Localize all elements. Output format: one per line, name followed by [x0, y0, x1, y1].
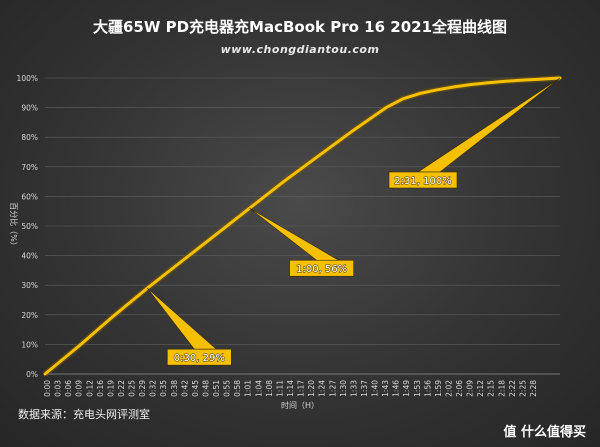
- x-tick-label: 0:48: [201, 380, 210, 397]
- data-point: [385, 107, 387, 109]
- x-tick-label: 0:32: [149, 380, 158, 397]
- data-point: [44, 373, 46, 375]
- data-point: [78, 345, 80, 347]
- x-tick-label: 2:15: [487, 380, 496, 397]
- x-tick-label: 0:58: [233, 380, 242, 397]
- annotations: 0:30, 29% 1:00, 56% 2:31, 100%: [147, 77, 561, 366]
- annotation-box: [167, 348, 232, 366]
- x-tick-label: 0:35: [159, 380, 168, 397]
- x-tick-label: 2:18: [497, 380, 506, 397]
- x-tick-label: 1:24: [318, 380, 327, 397]
- x-tick-label: 0:38: [170, 380, 179, 397]
- data-point: [214, 234, 217, 236]
- x-tick-label: 1:11: [275, 380, 284, 397]
- data-point: [317, 155, 319, 158]
- annotation-pointer: [249, 207, 340, 261]
- annotation-pointer: [147, 287, 218, 350]
- y-tick-label: 0%: [26, 370, 38, 379]
- data-point: [351, 130, 353, 132]
- gridlines: [45, 77, 560, 375]
- x-tick-label: 0:51: [212, 380, 221, 397]
- x-tick-label: 0:06: [64, 380, 73, 397]
- y-tick-label: 50%: [21, 222, 38, 231]
- x-tick-label: 1:37: [360, 380, 369, 397]
- chart-title: 大疆65W PD充电器充MacBook Pro 16 2021全程曲线图: [93, 18, 507, 36]
- data-point: [180, 260, 183, 263]
- x-tick-label: 0:29: [138, 380, 147, 397]
- chart-subtitle: www.chongdiantou.com: [221, 43, 380, 56]
- annotation-box: [289, 259, 354, 277]
- x-tick-label: 1:08: [265, 380, 274, 397]
- data-point: [283, 181, 285, 183]
- x-tick-label: 1:30: [339, 380, 348, 397]
- x-tick-label: 1:04: [254, 380, 263, 397]
- data-point: [419, 92, 421, 94]
- data-point: [112, 315, 114, 317]
- data-point: [453, 86, 455, 88]
- source-note: 数据来源：充电头网评测室: [18, 407, 150, 421]
- y-tick-label: 100%: [17, 74, 38, 83]
- annotation-label: 1:00, 56%: [296, 264, 347, 275]
- x-tick-label: 1:46: [392, 380, 401, 397]
- x-tick-label: 1:43: [381, 380, 390, 397]
- x-tick-label: 1:40: [371, 380, 380, 397]
- series-group: [43, 75, 562, 377]
- x-tick-label: 0:42: [180, 380, 189, 397]
- x-tick-label: 0:03: [54, 380, 63, 397]
- x-tick-label: 1:49: [402, 380, 411, 397]
- y-tick-label: 10%: [21, 340, 38, 349]
- y-tick-label: 90%: [21, 104, 38, 113]
- x-tick-label: 0:16: [96, 380, 105, 397]
- x-tick-label: 1:33: [349, 380, 358, 397]
- data-point: [436, 89, 438, 91]
- y-axis-label: 百分比（%）: [9, 202, 19, 250]
- x-tick-label: 0:09: [75, 380, 84, 397]
- data-point: [538, 78, 541, 80]
- x-tick-label: 2:22: [508, 380, 517, 397]
- x-tick-label: 2:09: [466, 380, 475, 397]
- x-tick-label: 0:22: [117, 380, 126, 397]
- x-tick-label: 0:55: [223, 380, 232, 397]
- y-axis-label-text: 百分比（%）: [9, 202, 19, 250]
- x-tick-label: 1:17: [297, 380, 306, 397]
- y-tick-label: 80%: [21, 133, 38, 142]
- data-point: [504, 80, 507, 82]
- x-tick-label: 1:27: [328, 380, 337, 397]
- watermark-logo: 值 什么值得买: [503, 424, 586, 440]
- x-tick-label: 1:59: [434, 380, 443, 397]
- x-tick-label: 2:12: [476, 380, 485, 397]
- y-tick-label: 60%: [21, 192, 38, 201]
- x-tick-label: 1:01: [244, 380, 253, 397]
- x-tick-label: 0:45: [191, 380, 200, 397]
- y-tick-label: 30%: [21, 281, 38, 290]
- x-tick-label: 2:28: [529, 380, 538, 397]
- x-tick-label: 2:06: [455, 380, 464, 397]
- annotation-label: 0:30, 29%: [174, 353, 225, 364]
- x-tick-label: 1:53: [413, 380, 422, 397]
- y-tick-label: 70%: [21, 163, 38, 172]
- x-tick-label: 2:02: [444, 380, 453, 397]
- x-tick-label: 0:12: [85, 380, 94, 397]
- annotation-label: 2:31, 100%: [394, 176, 451, 187]
- x-axis-label: 时间（H）: [281, 400, 319, 410]
- x-tick-labels: 0:00 0:03 0:06 0:09 0:12 0:16 0:19 0:22 0:25 0:29…: [43, 380, 538, 397]
- y-tick-label: 20%: [21, 311, 38, 320]
- x-tick-label: 1:20: [307, 380, 316, 397]
- x-tick-label: 0:19: [106, 380, 115, 397]
- y-tick-labels: 0% 10% 20% 30% 40% 50% 60% 70% 80% 90% 100%: [17, 74, 38, 379]
- data-point: [402, 98, 404, 100]
- x-tick-label: 1:56: [423, 380, 432, 397]
- data-point: [521, 79, 524, 81]
- x-tick-label: 0:00: [43, 380, 52, 397]
- data-point: [470, 83, 472, 86]
- x-tick-label: 2:25: [518, 380, 527, 397]
- y-tick-label: 40%: [21, 252, 38, 261]
- annotation-box: [388, 171, 458, 189]
- x-tick-label: 1:14: [286, 380, 295, 397]
- data-point: [487, 82, 489, 84]
- x-tick-label: 0:25: [128, 380, 137, 397]
